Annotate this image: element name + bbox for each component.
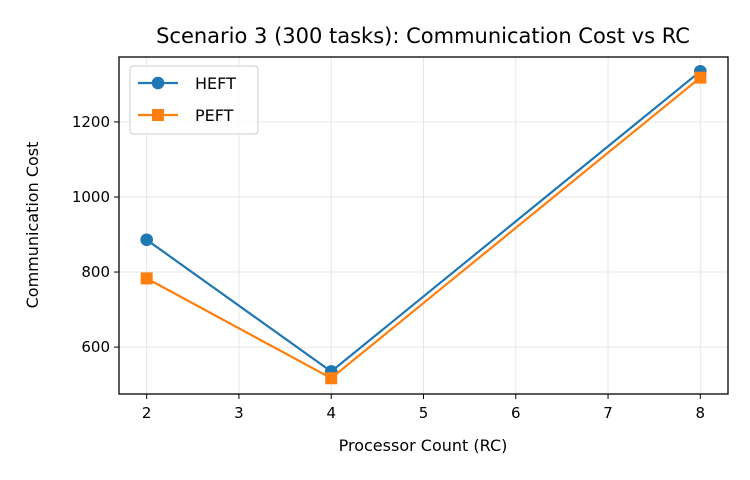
x-tick-label: 8	[696, 404, 706, 422]
peft-point	[325, 372, 338, 385]
x-tick-label: 2	[142, 404, 152, 422]
peft-point	[694, 71, 707, 84]
x-axis-label: Processor Count (RC)	[339, 436, 508, 455]
legend-box	[129, 65, 259, 135]
x-tick-label: 7	[603, 404, 613, 422]
y-tick-label: 1000	[72, 188, 110, 206]
legend: HEFT PEFT	[129, 65, 259, 135]
peft-point	[140, 272, 153, 285]
series-layer	[140, 64, 707, 385]
x-tick-label: 5	[419, 404, 429, 422]
y-axis-ticks: 600 800 1000 1200	[72, 113, 119, 356]
peft-legend-label: PEFT	[195, 106, 234, 125]
x-axis-ticks: 2 3 4 5 6 7 8	[142, 394, 705, 422]
x-tick-label: 6	[511, 404, 521, 422]
heft-legend-label: HEFT	[195, 74, 236, 93]
chart-title: Scenario 3 (300 tasks): Communication Co…	[156, 24, 690, 48]
peft-legend-marker	[152, 109, 164, 121]
y-tick-label: 1200	[72, 113, 110, 131]
heft-legend-marker	[151, 76, 165, 90]
y-tick-label: 600	[81, 338, 110, 356]
x-tick-label: 3	[234, 404, 244, 422]
heft-point	[140, 233, 153, 247]
x-tick-label: 4	[326, 404, 336, 422]
y-axis-label: Communication Cost	[23, 142, 42, 309]
y-tick-label: 800	[81, 263, 110, 281]
